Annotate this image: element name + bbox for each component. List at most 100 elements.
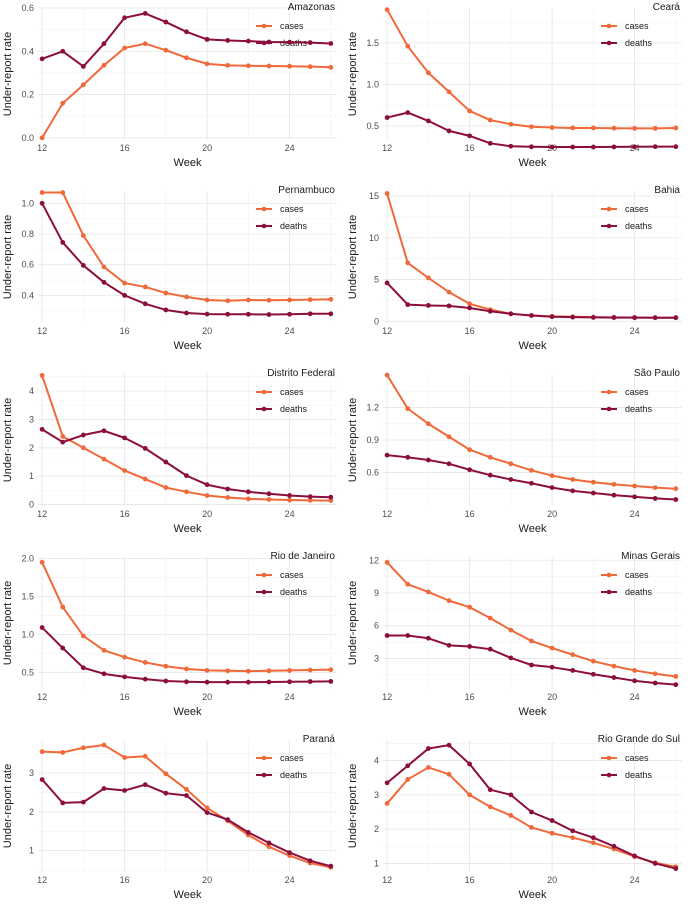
data-point-deaths	[39, 625, 45, 630]
data-point-deaths	[405, 302, 411, 308]
data-point-deaths	[570, 144, 576, 150]
data-point-cases	[225, 668, 231, 674]
y-tick-label: 3	[374, 790, 379, 800]
legend-marker	[606, 206, 612, 212]
data-point-cases	[266, 497, 272, 502]
data-point-deaths	[487, 308, 493, 314]
x-axis-label: Week	[519, 340, 547, 352]
data-point-cases	[508, 813, 514, 818]
y-tick-label: 4	[29, 386, 34, 396]
data-point-cases	[405, 43, 411, 49]
data-point-cases	[590, 125, 596, 131]
data-point-cases	[39, 190, 45, 195]
legend-label: deaths	[625, 587, 653, 597]
chart-panel: 12 16 20 24 0 5 10 15 Week Under-report rate Bahia…	[345, 183, 690, 366]
legend-label: deaths	[280, 587, 308, 597]
x-tick-label: 16	[120, 875, 130, 885]
x-axis-label: Week	[519, 157, 547, 169]
data-point-cases	[142, 753, 148, 759]
data-point-cases	[163, 663, 169, 669]
data-point-deaths	[467, 133, 473, 139]
data-point-cases	[142, 284, 148, 290]
data-point-cases	[80, 82, 86, 88]
chart-svg: 12 16 20 24 3 6 9 12 Week Under-report rate Minas …	[347, 551, 682, 718]
data-point-deaths	[590, 671, 596, 677]
data-point-deaths	[163, 678, 169, 684]
data-point-deaths	[590, 315, 596, 320]
data-point-cases	[590, 658, 596, 664]
data-point-deaths	[60, 800, 66, 806]
x-tick-label: 20	[202, 326, 212, 336]
panel-title: Paraná	[303, 734, 336, 745]
y-tick-label: 1.2	[366, 403, 379, 413]
data-point-cases	[632, 125, 637, 131]
data-point-cases	[307, 667, 313, 673]
data-point-deaths	[307, 40, 313, 46]
y-tick-label: 1.0	[21, 198, 34, 208]
data-point-cases	[266, 63, 272, 69]
legend-label: deaths	[625, 221, 653, 231]
x-axis-label: Week	[174, 706, 202, 718]
data-point-deaths	[508, 311, 514, 317]
data-point-cases	[39, 135, 45, 141]
y-tick-label: 9	[374, 588, 379, 598]
data-point-deaths	[122, 674, 128, 680]
x-tick-label: 12	[382, 509, 392, 519]
data-point-deaths	[225, 311, 231, 317]
y-tick-label: 0.2	[21, 90, 34, 100]
data-point-deaths	[384, 780, 390, 786]
chart-svg: 12 16 20 24 0.5 1.0 1.5 2.0 Week Under-report rat…	[2, 551, 337, 718]
data-point-cases	[184, 294, 189, 300]
data-point-cases	[508, 627, 514, 633]
y-tick-label: 2.0	[21, 554, 34, 564]
data-point-deaths	[570, 314, 576, 320]
data-point-deaths	[611, 144, 617, 150]
data-point-deaths	[529, 313, 534, 318]
data-point-cases	[184, 55, 189, 61]
data-point-cases	[142, 41, 148, 47]
data-point-deaths	[384, 633, 390, 638]
x-tick-label: 12	[37, 692, 47, 702]
data-point-deaths	[225, 679, 231, 685]
legend-label: cases	[625, 387, 649, 397]
data-point-cases	[245, 63, 251, 69]
x-tick-label: 20	[547, 326, 557, 336]
data-point-deaths	[266, 312, 272, 317]
data-point-deaths	[508, 477, 514, 482]
data-point-deaths	[652, 144, 658, 150]
x-axis-label: Week	[174, 157, 202, 169]
x-tick-label: 16	[465, 326, 475, 336]
legend-marker	[606, 772, 612, 778]
data-point-cases	[225, 298, 231, 304]
data-point-cases	[487, 615, 493, 621]
y-tick-label: 1.0	[366, 79, 379, 89]
data-point-cases	[80, 445, 86, 451]
data-point-cases	[122, 654, 128, 660]
data-point-cases	[384, 7, 390, 13]
data-point-cases	[184, 666, 189, 672]
y-tick-label: 1.5	[366, 38, 379, 48]
chart-panel: 12 16 20 24 1 2 3 4 Week Under-report rate Rio Gra…	[345, 732, 690, 915]
data-point-deaths	[508, 143, 514, 149]
data-point-deaths	[590, 144, 596, 150]
data-point-deaths	[384, 115, 390, 120]
data-point-deaths	[163, 790, 169, 796]
data-point-deaths	[549, 144, 555, 150]
data-point-deaths	[122, 435, 128, 441]
data-point-deaths	[508, 655, 514, 661]
panel-title: Rio de Janeiro	[271, 551, 336, 562]
data-point-deaths	[245, 311, 251, 317]
series-line-deaths	[386, 111, 676, 149]
chart-panel: 12 16 20 24 1 2 3 Week Under-report rate Paraná ca…	[0, 732, 345, 915]
data-point-deaths	[101, 786, 107, 791]
x-tick-label: 16	[120, 692, 130, 702]
x-tick-label: 12	[37, 326, 47, 336]
data-point-deaths	[570, 488, 576, 494]
x-axis-label: Week	[174, 340, 202, 352]
y-tick-label: 0.5	[366, 121, 379, 131]
y-tick-label: 0	[29, 500, 34, 510]
data-point-cases	[405, 260, 411, 266]
data-point-cases	[245, 496, 251, 502]
legend-marker	[606, 40, 612, 46]
